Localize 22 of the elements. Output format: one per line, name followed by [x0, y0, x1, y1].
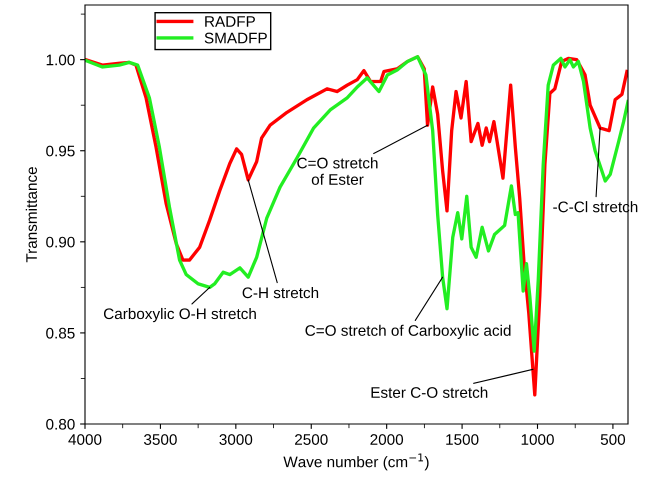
x-tick-label: 2500	[295, 434, 328, 445]
x-tick-label: 1000	[522, 434, 554, 445]
annotation: C-H stretch	[242, 286, 318, 298]
annotation: C=O stretch of Ester	[297, 157, 378, 185]
x-tick-label: 500	[600, 434, 626, 445]
x-tick-label: 3500	[144, 434, 177, 445]
y-axis-title: Transmittance	[26, 167, 37, 262]
y-tick-label: 0.90	[46, 236, 75, 248]
legend-label: SMADFP	[204, 32, 267, 44]
y-tick-label: 0.95	[46, 146, 75, 156]
x-tick-label: 4000	[68, 434, 102, 445]
x-axis-title: Wave number (cm$^{−1}$)	[283, 454, 429, 470]
x-tick-label: 2000	[370, 434, 404, 445]
y-tick-label: 1.00	[46, 54, 75, 66]
x-tick-label: 1500	[446, 434, 478, 445]
legend-label: RADFP	[205, 16, 255, 27]
annotation: C=O stretch of Carboxylic acid	[305, 324, 510, 339]
y-tick-label: 0.80	[46, 418, 75, 430]
annotation: Ester C-O stretch	[372, 386, 488, 398]
y-tick-label: 0.85	[46, 328, 75, 339]
x-tick-label: 3000	[219, 434, 252, 445]
annotation: Carboxylic O-H stretch	[104, 308, 256, 322]
